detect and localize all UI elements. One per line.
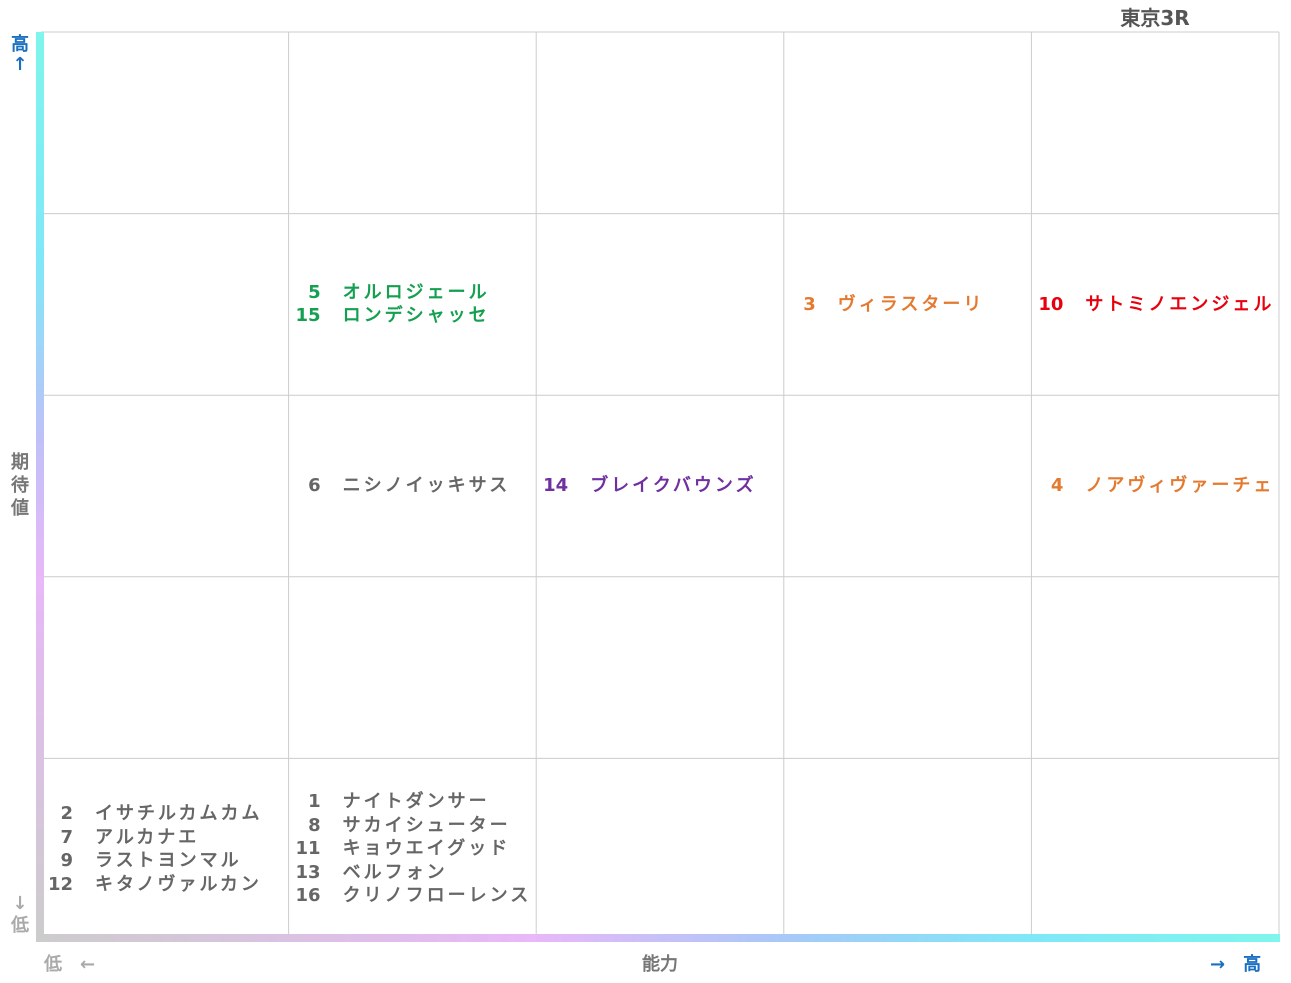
cell xyxy=(45,577,289,759)
cell: 3 ヴィラスターリ xyxy=(788,214,1032,396)
horse-number: 10 xyxy=(1038,293,1064,315)
cell xyxy=(540,214,784,396)
cell xyxy=(540,32,784,214)
x-axis-low: 低 ← xyxy=(44,954,96,975)
horse-number: 1 xyxy=(308,791,321,813)
entry: 2 イサチルカムカム xyxy=(45,802,289,826)
horse-number: 3 xyxy=(803,293,816,315)
cell xyxy=(540,758,784,940)
cell xyxy=(1035,32,1279,214)
cell xyxy=(540,577,784,759)
cell: 14 ブレイクバウンズ xyxy=(540,395,784,577)
entry: 8 サカイシューター xyxy=(293,814,537,838)
cell: 1 ナイトダンサー 8 サカイシューター 11 キョウエイグッド 13 ベルフォン 16 クリノフ… xyxy=(293,758,537,940)
y-axis-low: ↓ xyxy=(12,893,28,914)
y-axis-low: 低 xyxy=(11,915,29,936)
cell: 10 サトミノエンジェル xyxy=(1035,214,1279,396)
horse-name: アルカナエ xyxy=(95,826,200,848)
horse-number: 6 xyxy=(308,475,321,497)
entry: 13 ベルフォン xyxy=(293,861,537,885)
cell xyxy=(293,32,537,214)
horse-number: 7 xyxy=(60,826,73,848)
y-axis-high: ↑ xyxy=(12,54,28,75)
horse-name: ヴィラスターリ xyxy=(837,293,985,315)
y-axis-title: 待 xyxy=(11,475,29,496)
horse-name: クリノフローレンス xyxy=(342,885,532,907)
entry: 15 ロンデシャッセ xyxy=(293,304,537,328)
horse-name: ナイトダンサー xyxy=(342,791,490,813)
x-axis-bar xyxy=(36,934,1280,942)
horse-number: 9 xyxy=(60,850,73,872)
horse-name: ベルフォン xyxy=(342,861,448,883)
entry: 10 サトミノエンジェル xyxy=(1035,293,1279,317)
horse-number: 15 xyxy=(295,305,321,327)
entry: 12 キタノヴァルカン xyxy=(45,873,289,897)
y-axis-title: 値 xyxy=(11,498,29,519)
x-axis-title: 能力 xyxy=(642,954,678,975)
entry: 6 ニシノイッキサス xyxy=(293,474,537,498)
cell: 4 ノアヴィヴァーチェ xyxy=(1035,395,1279,577)
cell xyxy=(1035,758,1279,940)
horse-name: ラストヨンマル xyxy=(95,850,242,872)
horse-number: 2 xyxy=(60,803,73,825)
entry: 3 ヴィラスターリ xyxy=(788,293,1032,317)
horse-name: サカイシューター xyxy=(342,814,511,836)
entry: 4 ノアヴィヴァーチェ xyxy=(1035,474,1279,498)
cell xyxy=(45,214,289,396)
entry: 11 キョウエイグッド xyxy=(293,837,537,861)
entry: 1 ナイトダンサー xyxy=(293,790,537,814)
horse-number: 5 xyxy=(308,281,321,303)
horse-name: キョウエイグッド xyxy=(342,838,511,860)
horse-number: 4 xyxy=(1050,475,1064,497)
horse-name: ロンデシャッセ xyxy=(342,305,490,327)
cell: 2 イサチルカムカム 7 アルカナエ 9 ラストヨンマル 12 キタノヴァルカン xyxy=(45,758,289,940)
entry: 14 ブレイクバウンズ xyxy=(540,474,784,498)
y-axis-high: 高 xyxy=(11,34,29,55)
horse-name: サトミノエンジェル xyxy=(1085,293,1275,315)
horse-number: 11 xyxy=(295,838,321,860)
cell xyxy=(788,395,1032,577)
cell: 6 ニシノイッキサス xyxy=(293,395,537,577)
horse-name: ノアヴィヴァーチェ xyxy=(1085,475,1275,497)
horse-number: 8 xyxy=(308,814,321,836)
horse-number: 13 xyxy=(295,861,321,883)
cell xyxy=(45,32,289,214)
x-axis-high: → 高 xyxy=(1210,954,1262,975)
entry: 9 ラストヨンマル xyxy=(45,849,289,873)
horse-number: 14 xyxy=(543,475,569,497)
cell xyxy=(788,577,1032,759)
cell xyxy=(1035,577,1279,759)
horse-number: 12 xyxy=(47,873,73,895)
y-axis-bar xyxy=(36,32,44,941)
y-axis-title: 期 xyxy=(11,452,29,473)
horse-name: ニシノイッキサス xyxy=(342,475,511,497)
cell xyxy=(45,395,289,577)
title: 東京3R xyxy=(1120,6,1190,30)
horse-name: オルロジェール xyxy=(342,281,490,303)
cell xyxy=(293,577,537,759)
horse-number: 16 xyxy=(295,885,321,907)
entry: 5 オルロジェール xyxy=(293,281,537,305)
entry: 16 クリノフローレンス xyxy=(293,884,537,908)
entry: 7 アルカナエ xyxy=(45,826,289,850)
horse-name: キタノヴァルカン xyxy=(95,873,262,895)
cell xyxy=(788,32,1032,214)
horse-name: イサチルカムカム xyxy=(95,803,263,825)
cell xyxy=(788,758,1032,940)
horse-name: ブレイクバウンズ xyxy=(590,475,757,497)
cell: 5 オルロジェール 15 ロンデシャッセ xyxy=(293,214,537,396)
